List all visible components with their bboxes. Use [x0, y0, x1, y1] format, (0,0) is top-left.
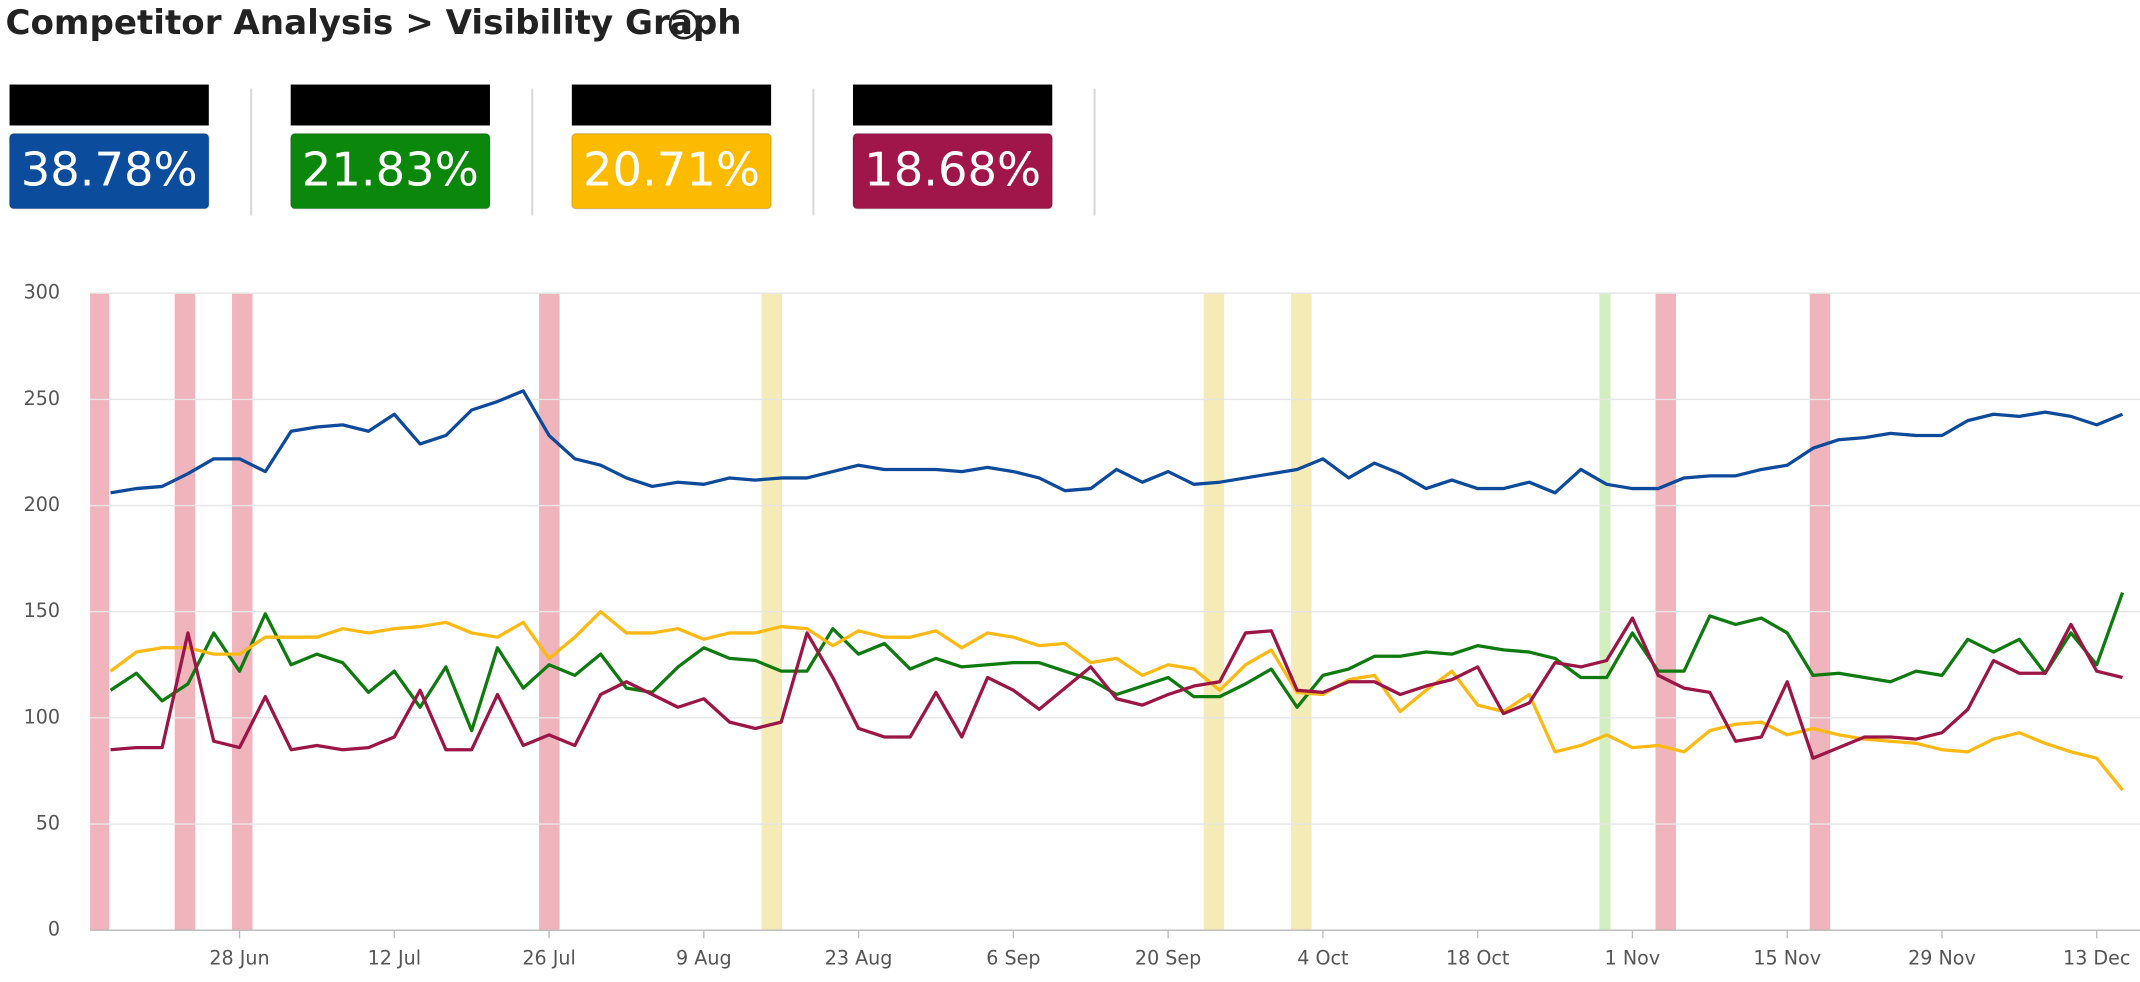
redacted-label: [852, 84, 1053, 126]
card: [8, 132, 210, 210]
summary-cards: 38.78% 21.83% 20.71% 18.68%: [8, 84, 1096, 216]
x-tick-label: 26 Jul: [522, 946, 575, 969]
y-tick-label: 300: [24, 281, 60, 304]
card-value: 38.78%: [21, 143, 198, 197]
x-tick-label: 23 Aug: [825, 946, 893, 969]
series-line: [110, 389, 2124, 495]
redacted-label: [290, 84, 490, 126]
x-tick-label: 28 Jun: [209, 946, 269, 969]
x-tick-label: 6 Sep: [986, 946, 1040, 969]
series-line: [109, 592, 2125, 733]
y-tick-label: 200: [24, 493, 60, 516]
x-tick-label: 12 Jul: [368, 946, 421, 969]
y-tick-label: 150: [24, 599, 60, 622]
series-line: [110, 616, 2123, 760]
x-tick-label: 1 Nov: [1605, 946, 1661, 969]
card: [852, 132, 1053, 210]
y-tick-label: 50: [36, 812, 60, 835]
card-value: 20.71%: [583, 143, 760, 197]
card-value: 18.68%: [864, 143, 1041, 197]
x-tick-label: 15 Nov: [1753, 946, 1821, 969]
redacted-label: [9, 84, 209, 126]
x-tick-label: 20 Sep: [1135, 946, 1201, 969]
x-tick-label: 13 Dec: [2063, 946, 2130, 969]
card: [290, 132, 491, 210]
card-value: 21.83%: [302, 143, 479, 197]
series-line: [109, 610, 2124, 792]
x-tick-label: 29 Nov: [1908, 946, 1976, 969]
y-tick-label: 0: [48, 918, 60, 941]
page-title: Competitor Analysis > Visibility Graph: [5, 3, 741, 43]
y-tick-label: 250: [24, 387, 60, 410]
redacted-label: [571, 84, 772, 126]
plot: 0 50 100 150 200 250 300 28 Jun 12 Jul 26 Jul 9 Au…: [24, 281, 2140, 969]
x-tick-label: 18 Oct: [1446, 946, 1510, 969]
x-tick-label: 4 Oct: [1297, 946, 1349, 969]
card: [571, 132, 772, 210]
info-icon[interactable]: [668, 9, 699, 40]
y-tick-label: 100: [24, 705, 60, 728]
x-tick-label: 9 Aug: [676, 946, 732, 969]
